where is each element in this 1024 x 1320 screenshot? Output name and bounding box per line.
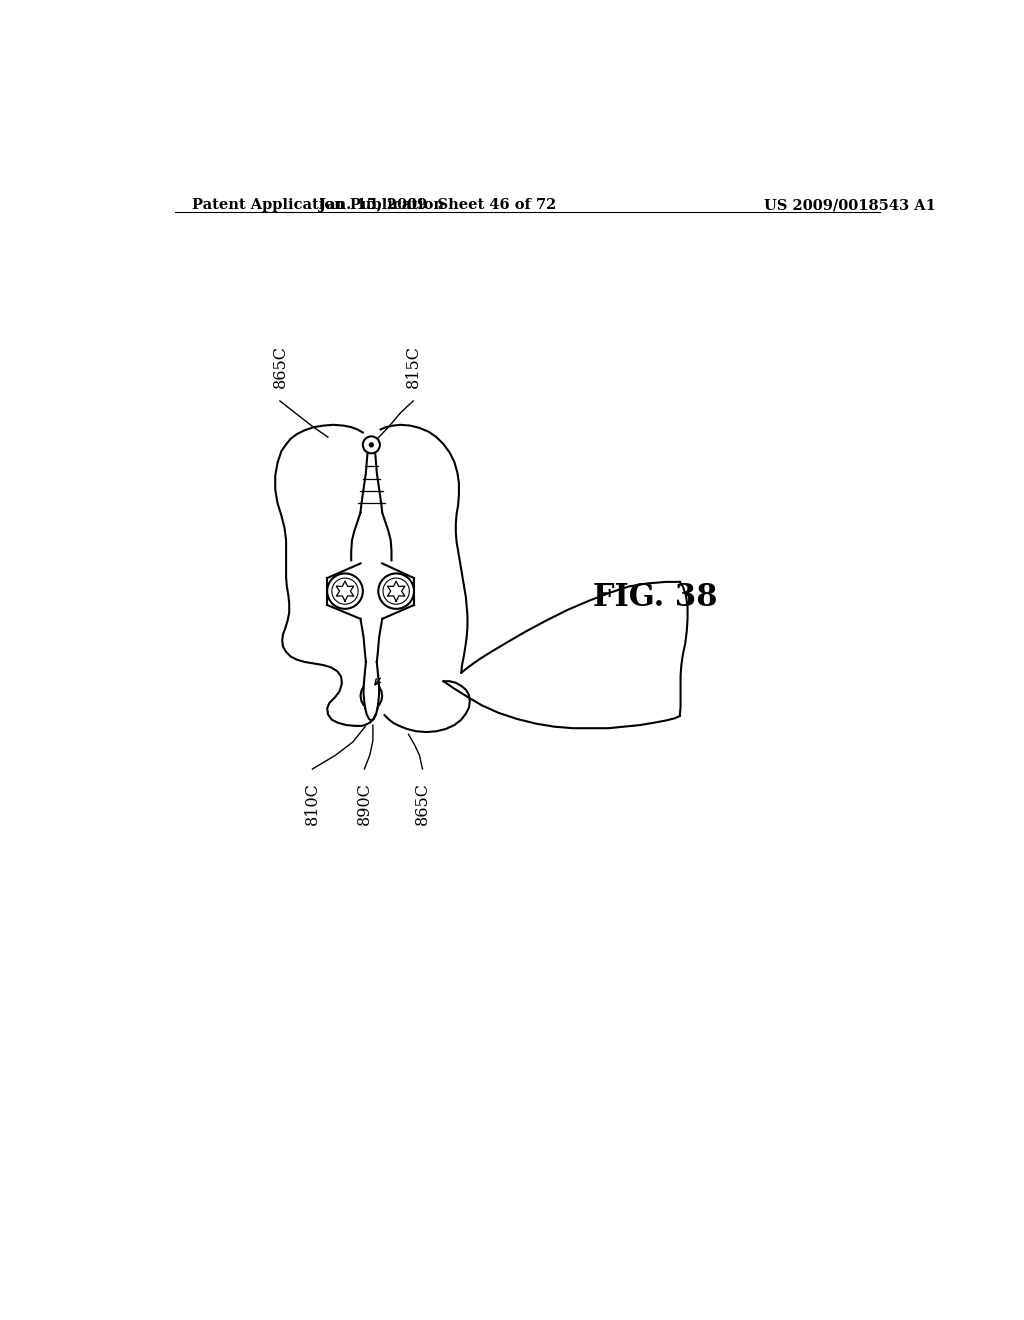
Text: Jan. 15, 2009  Sheet 46 of 72: Jan. 15, 2009 Sheet 46 of 72 [319,198,557,213]
Circle shape [369,442,374,447]
Circle shape [378,573,414,609]
Text: US 2009/0018543 A1: US 2009/0018543 A1 [764,198,935,213]
Text: FIG. 38: FIG. 38 [593,582,717,612]
Text: Patent Application Publication: Patent Application Publication [191,198,443,213]
Text: 810C: 810C [304,781,321,825]
Circle shape [328,573,362,609]
Text: 865C: 865C [414,781,431,825]
Text: 865C: 865C [271,345,289,388]
Text: 815C: 815C [404,345,422,388]
Text: 890C: 890C [356,781,373,825]
Circle shape [362,437,380,453]
